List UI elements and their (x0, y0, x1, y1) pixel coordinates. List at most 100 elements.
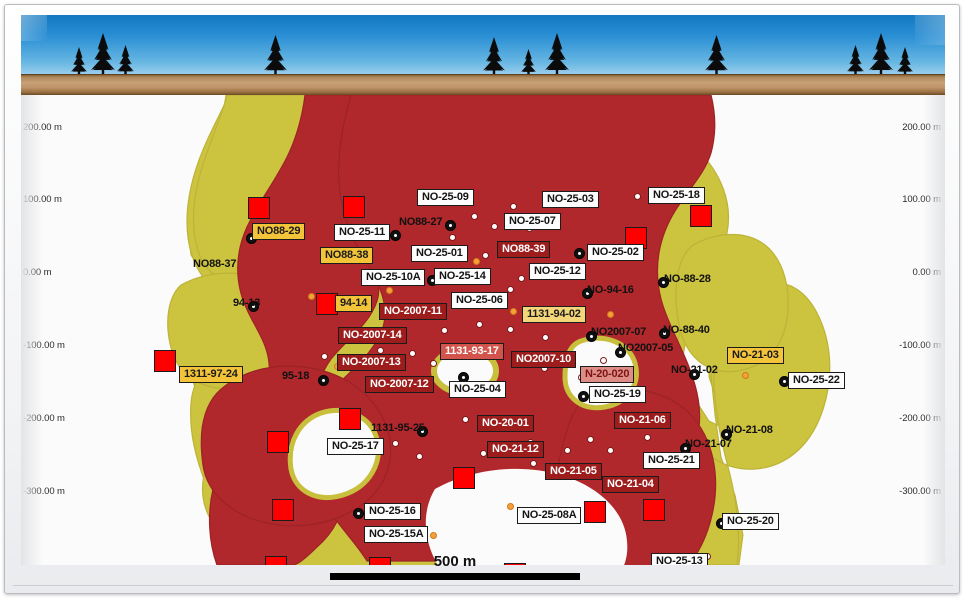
drillhole-text-label[interactable]: NO-88-28 (664, 273, 711, 285)
drillhole-intercept-dot[interactable] (449, 234, 456, 241)
drillhole-collar-marker[interactable] (586, 331, 597, 342)
drillhole-callout-label[interactable]: NO-25-06 (451, 292, 508, 309)
drillhole-intercept-dot[interactable] (462, 416, 469, 423)
drillhole-intercept-dot[interactable] (607, 447, 614, 454)
drillhole-text-label[interactable]: 94-13 (233, 297, 261, 309)
drillhole-callout-label[interactable]: NO-25-12 (529, 263, 586, 280)
drillhole-callout-label[interactable]: NO-25-04 (449, 381, 506, 398)
drillhole-intercept-dot[interactable] (587, 436, 594, 443)
drillhole-callout-label[interactable]: NO-25-07 (504, 213, 561, 230)
drillhole-callout-label[interactable]: NO-21-06 (614, 412, 671, 429)
drillhole-intercept-dot[interactable] (507, 286, 514, 293)
drillhole-callout-label[interactable]: NO-25-15A (364, 526, 429, 543)
drillhole-intercept-dot[interactable] (392, 440, 399, 447)
drillhole-callout-label[interactable]: NO-25-22 (788, 372, 845, 389)
drillhole-intercept-dot-orange[interactable] (430, 532, 437, 539)
drillhole-collar-marker[interactable] (615, 347, 626, 358)
drillhole-callout-label[interactable]: NO-25-01 (411, 245, 468, 262)
drillhole-intercept-dot[interactable] (507, 326, 514, 333)
drillhole-text-label[interactable]: NO-21-08 (726, 424, 773, 436)
drillhole-callout-label[interactable]: NO-21-12 (487, 441, 544, 458)
drillhole-intercept-dot-orange[interactable] (386, 287, 393, 294)
drillhole-intercept-dot-orange[interactable] (510, 308, 517, 315)
drillhole-intercept-dot[interactable] (321, 353, 328, 360)
drillhole-callout-label[interactable]: NO-2007-14 (338, 327, 407, 344)
drillhole-callout-label[interactable]: NO-25-08A (517, 507, 582, 524)
drillhole-callout-label[interactable]: N-20-020 (580, 366, 635, 383)
drillhole-collar-marker[interactable] (578, 391, 589, 402)
drillhole-intercept-dot[interactable] (377, 347, 384, 354)
drillhole-collar-marker[interactable] (353, 508, 364, 519)
drillhole-callout-label[interactable]: NO-2007-13 (337, 354, 406, 371)
drillhole-intercept-dot[interactable] (491, 223, 498, 230)
drillhole-callout-label[interactable]: NO-25-09 (417, 189, 474, 206)
drillhole-text-label[interactable]: NO2007-05 (618, 342, 674, 354)
drillhole-callout-label[interactable]: NO88-38 (320, 247, 374, 264)
drillhole-intercept-dot[interactable] (441, 327, 448, 334)
drillhole-callout-label[interactable]: NO-2007-11 (379, 303, 447, 320)
drillhole-callout-label[interactable]: 1131-93-17 (440, 343, 504, 360)
drillhole-collar-marker[interactable] (390, 230, 401, 241)
drillhole-collar-marker[interactable] (659, 328, 670, 339)
drillhole-intercept-dot-orange[interactable] (473, 258, 480, 265)
drillhole-callout-label[interactable]: NO-21-05 (545, 463, 602, 480)
drillhole-intercept-dot-orange[interactable] (742, 372, 749, 379)
drillhole-callout-label[interactable]: 94-14 (335, 295, 373, 312)
drillhole-text-label[interactable]: NO-88-40 (663, 324, 710, 336)
drillhole-text-label[interactable]: NO88-37 (193, 258, 237, 270)
drillhole-collar-marker[interactable] (658, 277, 669, 288)
drillhole-intercept-dot[interactable] (409, 350, 416, 357)
drillhole-callout-label[interactable]: NO-25-21 (643, 452, 700, 469)
drillhole-text-label[interactable]: NO-94-16 (587, 284, 634, 296)
drillhole-intercept-dot[interactable] (542, 334, 549, 341)
drillhole-intercept-dot[interactable] (634, 193, 641, 200)
drillhole-callout-label[interactable]: NO-25-11 (334, 224, 391, 241)
drillhole-intercept-dot[interactable] (564, 447, 571, 454)
drillhole-callout-label[interactable]: NO-2007-12 (365, 376, 434, 393)
drillhole-callout-label[interactable]: NO-25-10A (361, 269, 426, 286)
drillhole-intercept-dot-orange[interactable] (507, 503, 514, 510)
drillhole-intercept-dot[interactable] (510, 203, 517, 210)
drillhole-callout-label[interactable]: NO-21-03 (727, 347, 784, 364)
drillhole-collar-marker[interactable] (582, 288, 593, 299)
drillhole-intercept-dot[interactable] (600, 357, 607, 364)
drillhole-callout-label[interactable]: NO-25-16 (364, 503, 421, 520)
drillhole-intercept-dot[interactable] (471, 213, 478, 220)
drillhole-callout-label[interactable]: NO-25-02 (587, 244, 644, 261)
drillhole-callout-label[interactable]: NO-25-14 (434, 268, 491, 285)
drillhole-collar-marker[interactable] (574, 248, 585, 259)
drillhole-intercept-dot-orange[interactable] (308, 293, 315, 300)
drillhole-text-label[interactable]: NO88-27 (399, 216, 443, 228)
drillhole-callout-label[interactable]: NO-25-20 (722, 513, 779, 530)
drillhole-callout-label[interactable]: NO-25-18 (648, 187, 705, 204)
drillhole-intercept-dot[interactable] (644, 434, 651, 441)
drillhole-intercept-dot[interactable] (482, 252, 489, 259)
drillhole-collar-marker[interactable] (689, 369, 700, 380)
drillhole-intercept-dot[interactable] (476, 321, 483, 328)
drillhole-intercept-dot[interactable] (430, 360, 437, 367)
drillhole-callout-label[interactable]: NO-25-13 (651, 553, 708, 565)
drillhole-callout-label[interactable]: NO-20-01 (477, 415, 534, 432)
drillhole-intercept-dot[interactable] (416, 453, 423, 460)
drillhole-callout-label[interactable]: NO-21-04 (602, 476, 659, 493)
drillhole-collar-marker[interactable] (445, 220, 456, 231)
drillhole-intercept-dot[interactable] (518, 275, 525, 282)
drillhole-text-label[interactable]: 1131-95-25 (371, 422, 425, 434)
drillhole-collar-marker[interactable] (417, 426, 428, 437)
drillhole-callout-label[interactable]: NO2007-10 (511, 351, 577, 368)
drillhole-callout-label[interactable]: NO88-39 (497, 241, 551, 258)
drillhole-collar-marker[interactable] (721, 429, 732, 440)
drillhole-text-label[interactable]: NO-21-07 (685, 438, 732, 450)
drillhole-callout-label[interactable]: 1131-94-02 (522, 306, 586, 323)
drillhole-callout-label[interactable]: 1311-97-24 (179, 366, 243, 383)
drillhole-callout-label[interactable]: NO-25-03 (542, 191, 599, 208)
drillhole-text-label[interactable]: NO-21-02 (671, 364, 718, 376)
drillhole-intercept-dot[interactable] (480, 450, 487, 457)
drillhole-callout-label[interactable]: NO88-29 (252, 223, 306, 240)
drillhole-collar-marker[interactable] (248, 301, 259, 312)
drillhole-intercept-dot-orange[interactable] (607, 311, 614, 318)
drillhole-collar-marker[interactable] (318, 375, 329, 386)
drillhole-text-label[interactable]: 95-18 (282, 370, 310, 382)
drillhole-text-label[interactable]: NO2007-07 (591, 326, 647, 338)
drillhole-intercept-dot[interactable] (530, 460, 537, 467)
